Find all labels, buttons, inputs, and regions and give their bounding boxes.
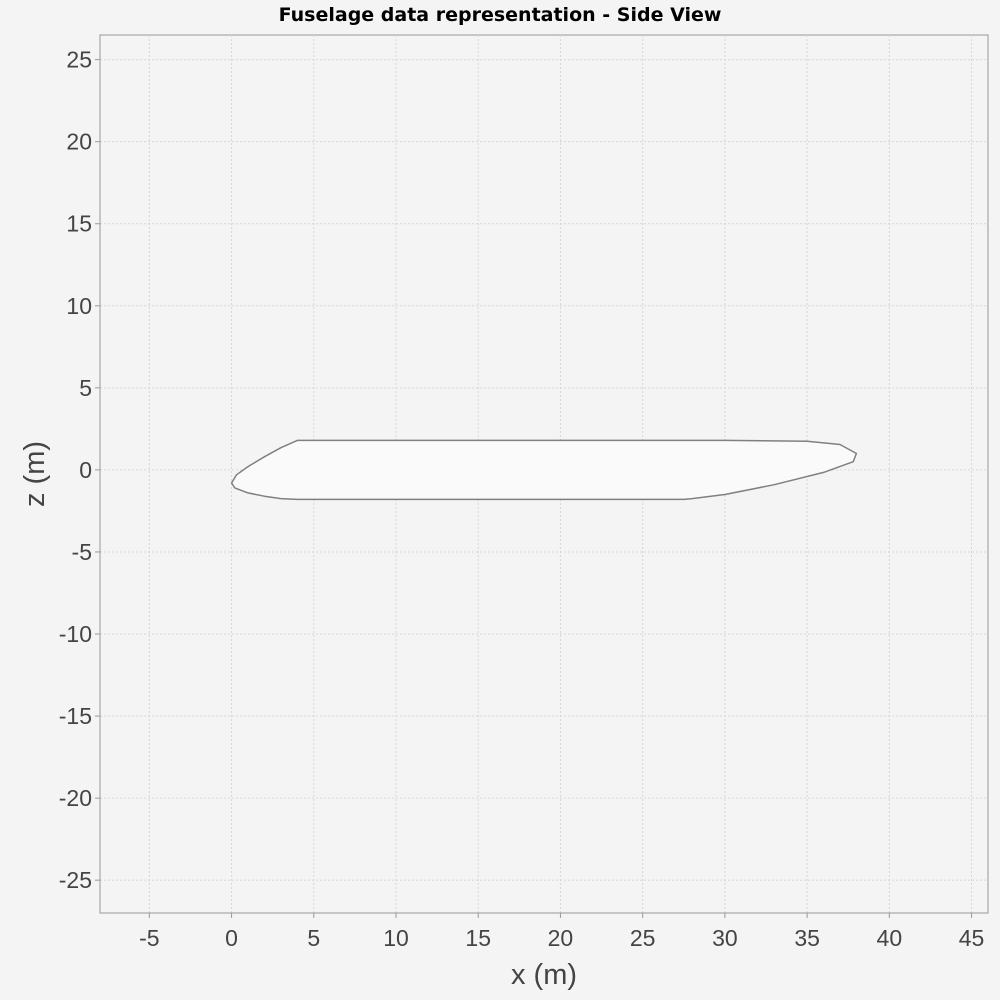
x-tick-label: 10 — [383, 925, 409, 951]
x-axis-label: x (m) — [511, 959, 577, 991]
chart-title: Fuselage data representation - Side View — [279, 4, 722, 26]
fuselage-outline — [230, 439, 858, 501]
x-tick-label: 40 — [877, 925, 903, 951]
y-tick-label: 10 — [66, 293, 92, 319]
x-tick-label: 15 — [465, 925, 491, 951]
x-tick-label: 5 — [307, 925, 320, 951]
y-tick-label: -20 — [59, 785, 92, 811]
data-series — [230, 439, 858, 501]
x-tick-label: 45 — [959, 925, 985, 951]
y-axis-label: z (m) — [19, 441, 51, 507]
y-tick-label: 0 — [79, 457, 92, 483]
y-tick-label: 20 — [66, 129, 92, 155]
grid-lines — [100, 35, 988, 913]
x-tick-label: 25 — [630, 925, 656, 951]
y-tick-label: 25 — [66, 47, 92, 73]
x-tick-label: 30 — [712, 925, 738, 951]
y-tick-label: -5 — [72, 539, 92, 565]
x-tick-label: 35 — [794, 925, 820, 951]
y-tick-label: -15 — [59, 703, 92, 729]
x-tick-label: 20 — [548, 925, 574, 951]
y-tick-label: 15 — [66, 211, 92, 237]
y-tick-label: -25 — [59, 867, 92, 893]
y-tick-label: 5 — [79, 375, 92, 401]
x-tick-label: 0 — [225, 925, 238, 951]
axis-ticks: -5 0 5 10 15 20 25 30 35 40 45 25 20 15 10 5 0 -5 -10 -15 -2… — [59, 47, 985, 951]
y-tick-label: -10 — [59, 621, 92, 647]
x-tick-label: -5 — [139, 925, 159, 951]
